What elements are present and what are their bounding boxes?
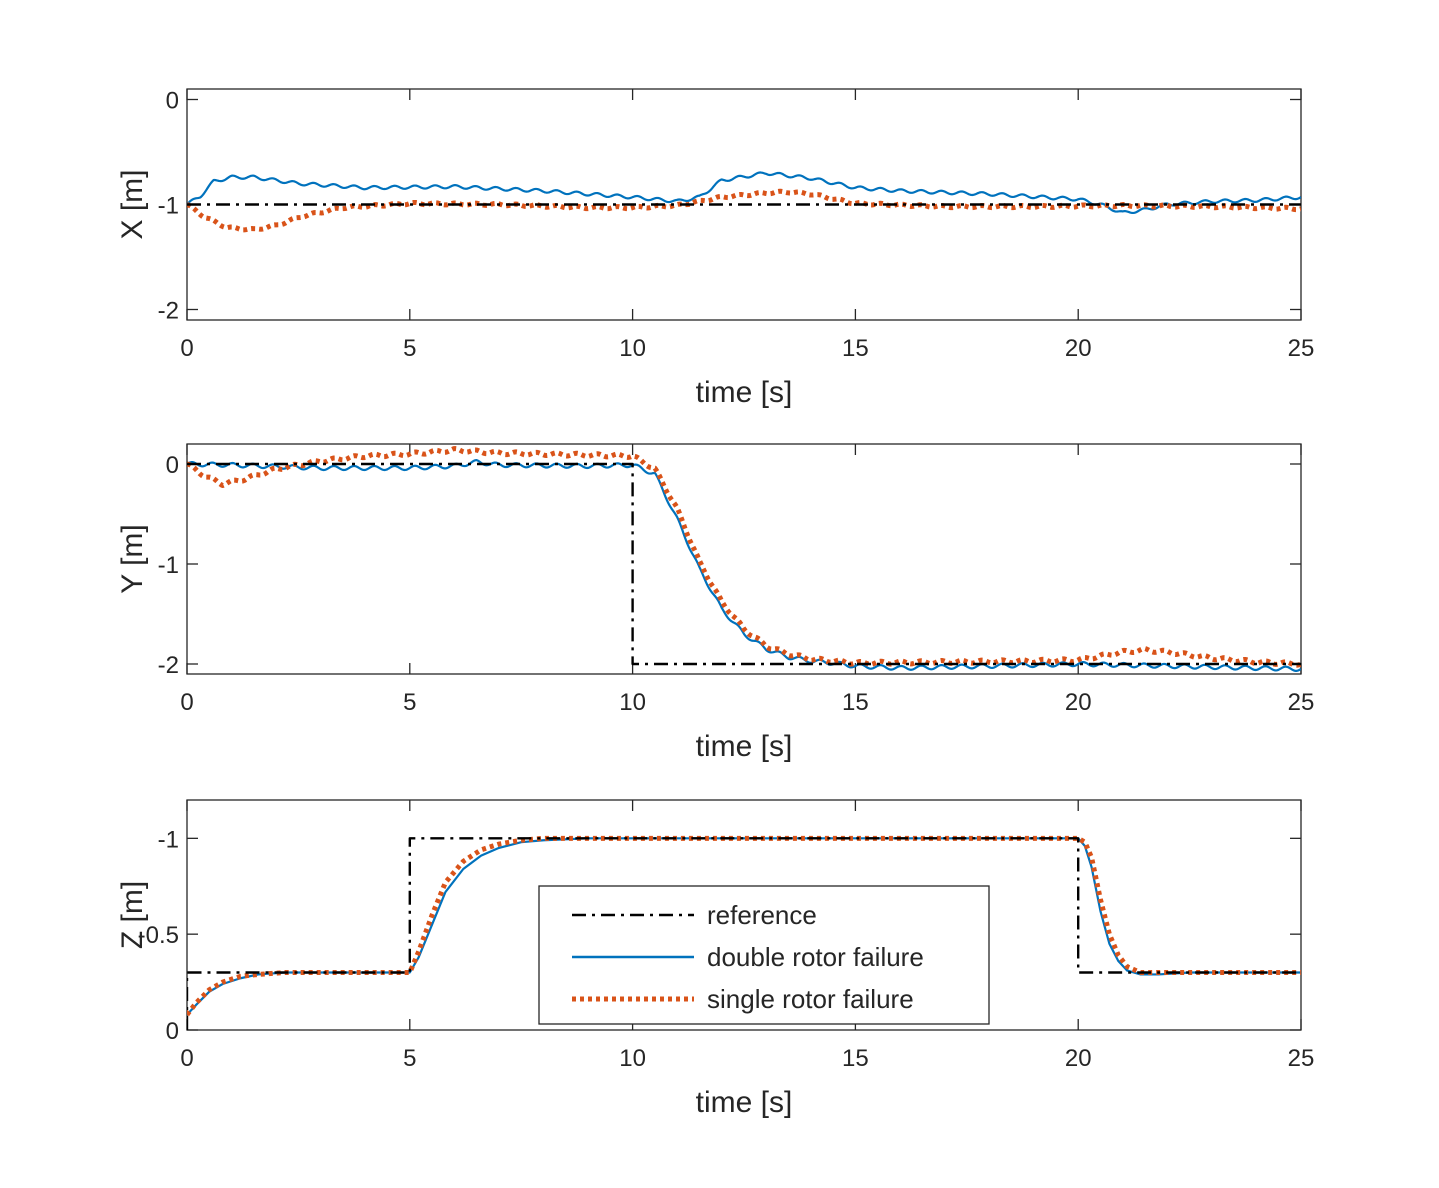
x-tick-label: 0 <box>180 335 193 362</box>
plot-area <box>187 446 1301 672</box>
y-tick-label: -1 <box>158 552 179 579</box>
plot-area <box>187 835 1301 1030</box>
x-tick-label: 10 <box>619 689 646 716</box>
legend-label: reference <box>707 900 817 930</box>
legend: reference double rotor failure single roto… <box>538 885 990 1025</box>
legend-label: single rotor failure <box>707 984 914 1014</box>
series-line-reference <box>187 462 1301 666</box>
x-tick-label: 5 <box>403 689 416 716</box>
panel-3: 0 5 10 15 20 25 -1 -0.5 0 time [s] Z [m] reference d… <box>116 799 1315 1119</box>
x-tick-label: 20 <box>1065 689 1092 716</box>
series-line-double <box>187 837 1301 1016</box>
x-tick-label: 0 <box>180 689 193 716</box>
x-tick-label: 15 <box>842 335 869 362</box>
y-axis-label: Y [m] <box>116 524 149 593</box>
legend-label: double rotor failure <box>707 942 924 972</box>
y-tick-label: -2 <box>158 652 179 679</box>
y-tick-label: -1 <box>158 826 179 853</box>
axes-box <box>186 443 1302 675</box>
y-axis-label: Z [m] <box>116 881 149 949</box>
x-tick-label: 20 <box>1065 1045 1092 1072</box>
y-tick-label: -0.5 <box>138 922 179 949</box>
x-tick-label: 5 <box>403 335 416 362</box>
y-tick-label: 0 <box>166 1018 179 1045</box>
series-line-single <box>187 188 1301 233</box>
x-tick-label: 20 <box>1065 335 1092 362</box>
x-tick-label: 10 <box>619 1045 646 1072</box>
x-tick-label: 25 <box>1288 689 1315 716</box>
x-tick-label: 5 <box>403 1045 416 1072</box>
plot-area <box>187 171 1301 233</box>
y-axis-label: X [m] <box>116 169 149 239</box>
y-tick-label: 0 <box>166 88 179 115</box>
x-tick-label: 15 <box>842 689 869 716</box>
x-tick-label: 15 <box>842 1045 869 1072</box>
x-tick-label: 10 <box>619 335 646 362</box>
x-tick-label: 0 <box>180 1045 193 1072</box>
series-line-single <box>187 446 1301 668</box>
y-tick-label: 0 <box>166 452 179 479</box>
series-line-single <box>187 835 1301 1017</box>
series-line-double <box>187 459 1301 672</box>
y-tick-label: -2 <box>158 298 179 325</box>
panel-2: 0 5 10 15 20 25 -2 -1 0 time [s] Y [m] <box>116 443 1315 763</box>
series-line-reference <box>187 837 1301 1030</box>
y-tick-label: -1 <box>158 193 179 220</box>
x-axis-label: time [s] <box>696 1086 793 1119</box>
x-tick-label: 25 <box>1288 335 1315 362</box>
x-tick-label: 25 <box>1288 1045 1315 1072</box>
panel-1: 0 5 10 15 20 25 -2 -1 0 time [s] X [m] <box>116 88 1314 410</box>
series-line-double <box>187 171 1301 215</box>
x-axis-label: time [s] <box>696 730 793 763</box>
x-axis-label: time [s] <box>696 376 793 409</box>
